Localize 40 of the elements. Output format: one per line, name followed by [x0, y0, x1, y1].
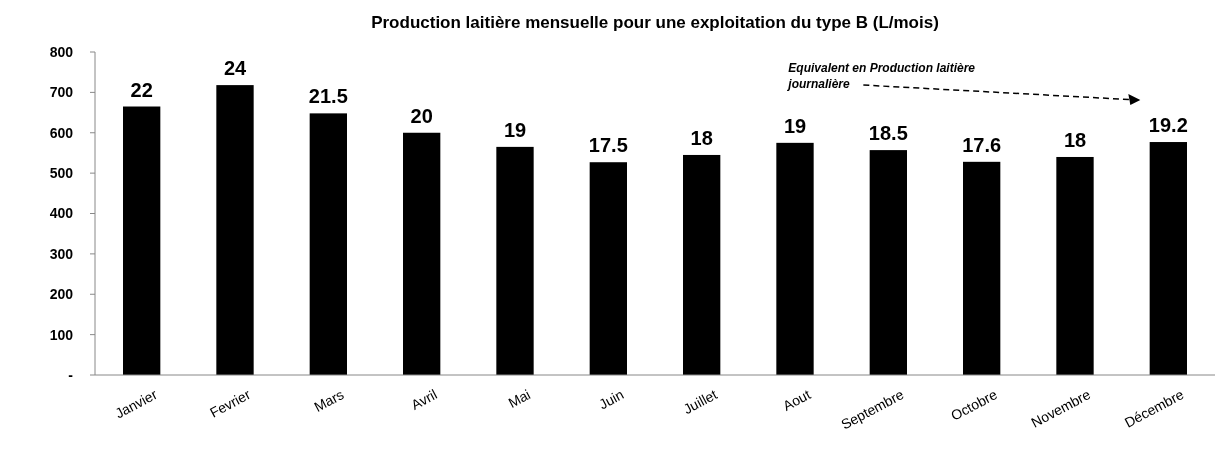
- bar: [309, 113, 347, 375]
- bar: [589, 162, 627, 375]
- annotation: 22: [130, 78, 153, 101]
- chart-title: Production laitière mensuelle pour une exploitation du type B (L/mois): [371, 13, 939, 32]
- x-tick-label: Mai: [505, 386, 534, 411]
- y-tick-label: 500: [49, 165, 74, 182]
- bar: [776, 142, 814, 375]
- annotation: 18.5: [868, 122, 908, 145]
- bar: [1056, 156, 1094, 375]
- bar: [403, 132, 441, 375]
- y-tick-label: 700: [49, 84, 74, 101]
- bar: [123, 106, 161, 375]
- y-tick-label: 200: [49, 286, 74, 303]
- annotation: Equivalent en Production laitière journalière: [786, 61, 976, 92]
- bar: [963, 161, 1001, 375]
- y-tick-label: 300: [49, 245, 74, 262]
- annotation: 24: [223, 57, 247, 80]
- annotation: 19: [783, 114, 807, 137]
- annotation: 19: [503, 118, 527, 141]
- annotation: 18: [1063, 128, 1087, 151]
- annotation: 17.6: [962, 133, 1002, 156]
- y-tick-label: 400: [49, 205, 74, 222]
- bar: [869, 150, 907, 375]
- x-tick-label: Aout: [780, 386, 814, 414]
- bar: [496, 146, 534, 375]
- annotation: 20: [410, 104, 433, 127]
- annotation: 21.5: [308, 85, 348, 108]
- bar: [216, 85, 254, 375]
- x-tick-label: Mars: [311, 386, 347, 415]
- bar: [1149, 142, 1187, 375]
- y-tick-label: 800: [49, 43, 74, 60]
- y-tick-label: 600: [49, 124, 74, 141]
- x-tick-label: Avril: [408, 386, 440, 413]
- x-tick-label: Juin: [596, 386, 627, 413]
- annotation: 19.2: [1148, 114, 1188, 137]
- y-tick-label: -: [68, 366, 74, 383]
- annotation: 18: [690, 126, 713, 149]
- y-tick-label: 100: [49, 326, 74, 343]
- bar: [683, 154, 721, 375]
- annotation: 17.5: [588, 134, 628, 157]
